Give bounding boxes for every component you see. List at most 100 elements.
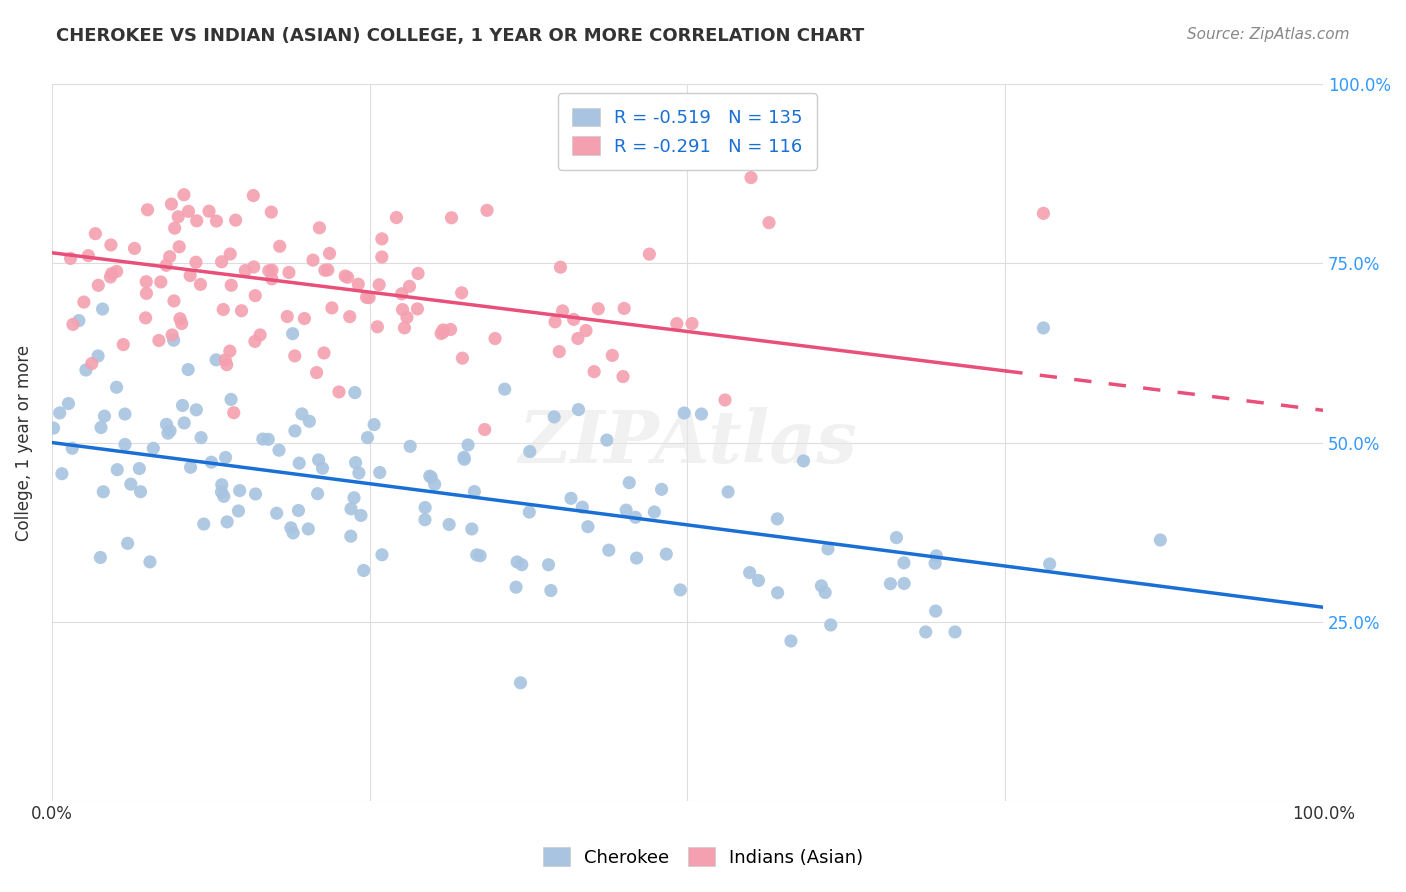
Point xyxy=(302,253,325,268)
Point xyxy=(321,301,343,315)
Point xyxy=(924,604,946,618)
Point xyxy=(343,491,366,505)
Point xyxy=(80,357,103,371)
Point xyxy=(344,456,367,470)
Point xyxy=(420,470,443,484)
Point xyxy=(517,505,540,519)
Point xyxy=(156,426,179,441)
Point xyxy=(437,517,460,532)
Point xyxy=(283,525,305,540)
Point xyxy=(163,333,186,347)
Point xyxy=(792,454,814,468)
Point xyxy=(135,286,157,301)
Point xyxy=(180,460,202,475)
Point xyxy=(413,500,436,515)
Point xyxy=(439,322,461,336)
Point xyxy=(269,239,291,253)
Point xyxy=(394,321,416,335)
Point xyxy=(73,295,96,310)
Point xyxy=(100,238,122,252)
Point xyxy=(172,399,194,413)
Point xyxy=(105,264,128,278)
Point xyxy=(780,634,803,648)
Point xyxy=(366,319,388,334)
Point xyxy=(120,477,142,491)
Point xyxy=(596,433,619,447)
Point xyxy=(537,558,560,572)
Text: CHEROKEE VS INDIAN (ASIAN) COLLEGE, 1 YEAR OR MORE CORRELATION CHART: CHEROKEE VS INDIAN (ASIAN) COLLEGE, 1 YE… xyxy=(56,27,865,45)
Legend: R = -0.519   N = 135, R = -0.291   N = 116: R = -0.519 N = 135, R = -0.291 N = 116 xyxy=(558,94,817,170)
Point xyxy=(284,349,307,363)
Point xyxy=(281,326,304,341)
Point xyxy=(249,327,271,342)
Point xyxy=(186,214,208,228)
Point xyxy=(312,346,335,360)
Point xyxy=(257,264,280,278)
Point xyxy=(308,220,330,235)
Point xyxy=(328,384,350,399)
Point xyxy=(336,270,359,285)
Point xyxy=(614,503,637,517)
Point xyxy=(406,267,429,281)
Point xyxy=(276,310,298,324)
Y-axis label: College, 1 year or more: College, 1 year or more xyxy=(15,344,32,541)
Point xyxy=(371,250,394,264)
Point xyxy=(562,312,585,326)
Point xyxy=(297,522,319,536)
Point xyxy=(198,204,221,219)
Point xyxy=(1032,206,1054,220)
Point xyxy=(217,515,239,529)
Point xyxy=(205,352,228,367)
Point xyxy=(879,576,901,591)
Point xyxy=(440,211,463,225)
Point xyxy=(350,508,373,523)
Point xyxy=(245,288,267,302)
Point xyxy=(42,421,65,435)
Point xyxy=(356,290,378,304)
Point xyxy=(619,475,641,490)
Point xyxy=(626,551,648,566)
Point xyxy=(48,406,70,420)
Point xyxy=(77,249,100,263)
Point xyxy=(225,213,247,227)
Point xyxy=(385,211,408,225)
Point xyxy=(266,506,288,520)
Point xyxy=(893,576,915,591)
Point xyxy=(598,543,620,558)
Point xyxy=(820,618,842,632)
Point xyxy=(51,467,73,481)
Point xyxy=(167,240,190,254)
Point xyxy=(613,301,636,316)
Point xyxy=(673,406,696,420)
Point xyxy=(184,255,207,269)
Point xyxy=(228,483,250,498)
Point xyxy=(219,392,242,407)
Point xyxy=(505,580,527,594)
Point xyxy=(159,250,181,264)
Point xyxy=(305,366,328,380)
Point xyxy=(75,363,97,377)
Point xyxy=(766,512,789,526)
Point xyxy=(747,574,769,588)
Point xyxy=(84,227,107,241)
Point xyxy=(669,582,692,597)
Point xyxy=(714,392,737,407)
Point xyxy=(167,210,190,224)
Point xyxy=(550,260,572,275)
Point xyxy=(211,477,233,491)
Point xyxy=(359,291,381,305)
Point xyxy=(484,332,506,346)
Point xyxy=(343,385,366,400)
Point xyxy=(519,444,541,458)
Point xyxy=(681,317,703,331)
Point xyxy=(291,407,314,421)
Point xyxy=(135,275,157,289)
Point xyxy=(228,504,250,518)
Point xyxy=(163,293,186,308)
Point xyxy=(339,529,361,543)
Point xyxy=(740,170,762,185)
Point xyxy=(288,456,311,470)
Point xyxy=(540,583,562,598)
Point xyxy=(624,510,647,524)
Point xyxy=(62,318,84,332)
